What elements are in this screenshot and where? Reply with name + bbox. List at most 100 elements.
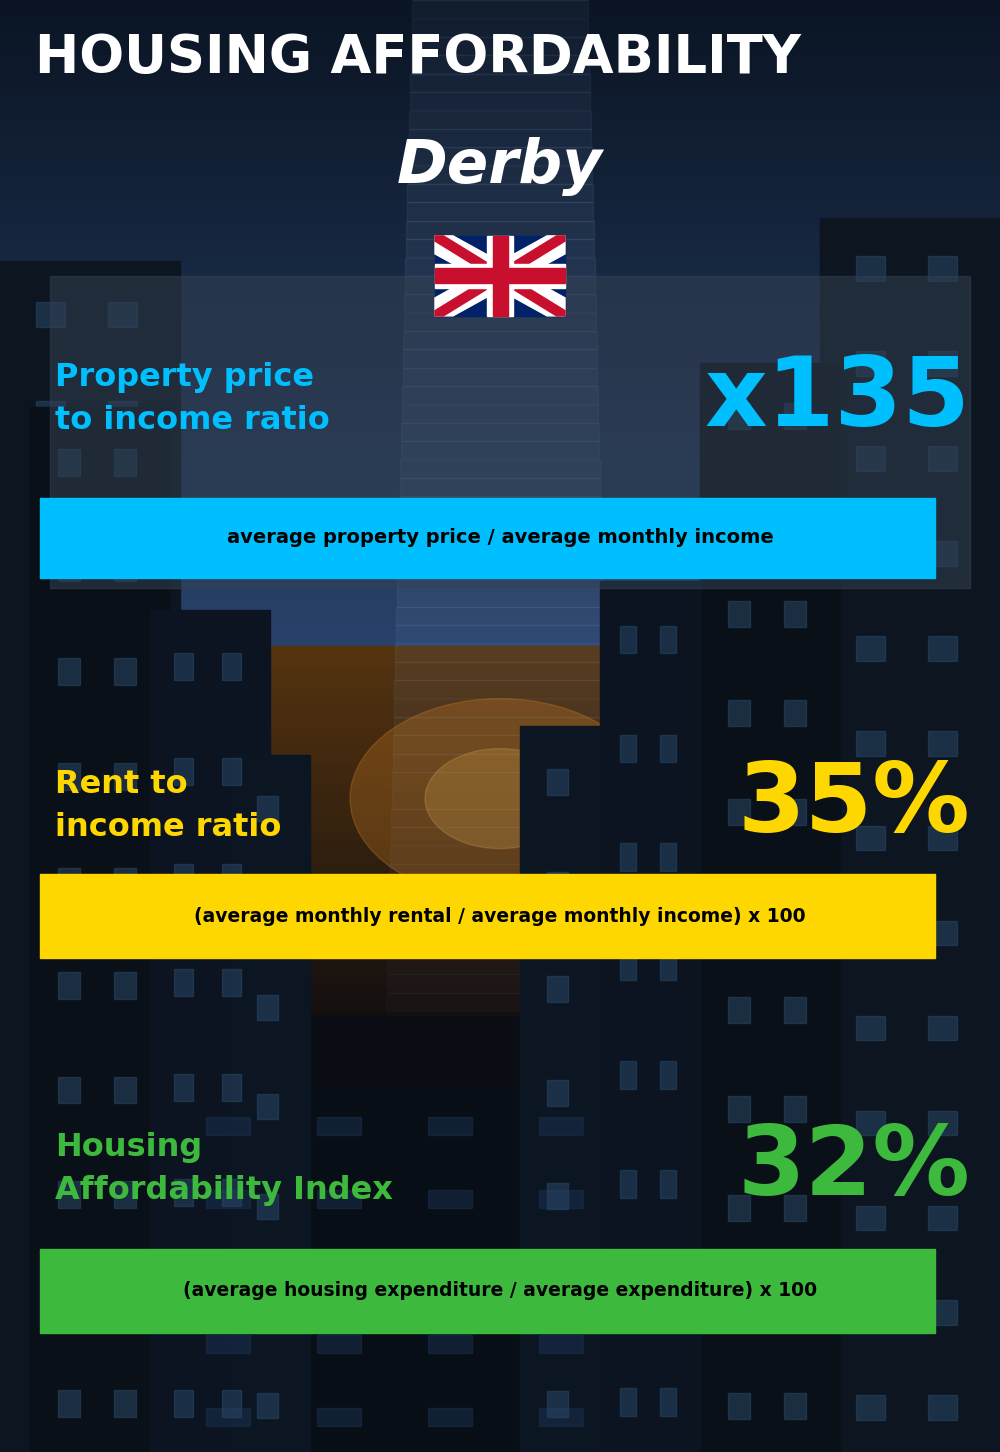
Bar: [660, 1388, 676, 1416]
Bar: [0, 633, 1000, 640]
Bar: [174, 968, 193, 996]
Bar: [108, 897, 137, 922]
Text: 32%: 32%: [737, 1122, 970, 1215]
Bar: [0, 383, 1000, 389]
Bar: [856, 1205, 885, 1230]
Bar: [412, 0, 588, 19]
Bar: [0, 456, 1000, 462]
Bar: [0, 581, 1000, 588]
Bar: [0, 428, 1000, 436]
Bar: [108, 996, 137, 1022]
Bar: [40, 498, 935, 578]
Bar: [393, 735, 607, 754]
Bar: [222, 758, 241, 786]
Bar: [428, 1191, 472, 1208]
Bar: [0, 534, 1000, 542]
Bar: [58, 1390, 80, 1417]
Bar: [928, 1395, 957, 1420]
Bar: [0, 261, 180, 1452]
Bar: [0, 138, 1000, 145]
Bar: [0, 713, 1000, 720]
Bar: [36, 499, 65, 526]
Bar: [856, 826, 885, 851]
Bar: [317, 1118, 361, 1135]
Bar: [108, 1294, 137, 1320]
Bar: [257, 1294, 278, 1318]
Bar: [728, 899, 750, 923]
Bar: [398, 552, 602, 569]
Bar: [428, 1408, 472, 1426]
Bar: [36, 1392, 65, 1419]
Bar: [0, 861, 1000, 868]
Bar: [0, 152, 1000, 158]
Polygon shape: [435, 235, 565, 317]
Bar: [0, 184, 1000, 192]
Bar: [0, 668, 1000, 675]
Bar: [520, 726, 600, 1452]
Bar: [928, 446, 957, 470]
Bar: [393, 754, 607, 772]
Bar: [396, 626, 604, 643]
Bar: [396, 607, 604, 624]
Polygon shape: [435, 235, 565, 317]
Bar: [36, 897, 65, 922]
Bar: [392, 790, 608, 809]
Bar: [928, 1205, 957, 1230]
Bar: [222, 1179, 241, 1207]
Bar: [230, 755, 310, 1452]
Bar: [0, 277, 1000, 283]
Bar: [108, 302, 137, 327]
Bar: [0, 205, 1000, 211]
Bar: [435, 269, 565, 283]
Bar: [700, 363, 840, 1452]
Bar: [660, 1061, 676, 1089]
Bar: [0, 488, 1000, 495]
Bar: [411, 55, 589, 74]
Bar: [411, 36, 589, 55]
Bar: [410, 91, 590, 110]
Bar: [0, 720, 1000, 727]
Text: HOUSING AFFORDABILITY: HOUSING AFFORDABILITY: [35, 32, 801, 84]
Bar: [0, 73, 1000, 80]
Bar: [405, 276, 595, 295]
Bar: [406, 240, 594, 257]
Bar: [0, 469, 1000, 475]
Bar: [40, 874, 935, 958]
Bar: [660, 626, 676, 653]
Bar: [206, 1336, 250, 1353]
Bar: [317, 1336, 361, 1353]
Bar: [620, 844, 636, 871]
Bar: [0, 264, 1000, 270]
Bar: [0, 251, 1000, 257]
Bar: [391, 828, 609, 845]
Bar: [0, 1009, 1000, 1016]
Bar: [0, 772, 1000, 780]
Bar: [389, 900, 611, 919]
Bar: [928, 256, 957, 280]
Bar: [0, 475, 1000, 482]
Bar: [58, 553, 80, 581]
Bar: [0, 627, 1000, 633]
Bar: [660, 1279, 676, 1307]
Text: Rent to
income ratio: Rent to income ratio: [55, 770, 281, 842]
Bar: [0, 13, 1000, 20]
Bar: [856, 542, 885, 566]
Bar: [660, 953, 676, 980]
Bar: [0, 921, 1000, 928]
Bar: [114, 1285, 136, 1313]
Bar: [0, 614, 1000, 620]
Polygon shape: [435, 235, 565, 317]
Bar: [0, 443, 1000, 449]
Bar: [0, 238, 1000, 244]
Bar: [728, 799, 750, 825]
Bar: [0, 809, 1000, 816]
Bar: [0, 698, 1000, 706]
Bar: [0, 46, 1000, 52]
Bar: [492, 235, 508, 317]
Bar: [728, 1195, 750, 1221]
Bar: [0, 847, 1000, 854]
Bar: [0, 39, 1000, 46]
Bar: [0, 594, 1000, 601]
Bar: [406, 221, 594, 240]
Bar: [0, 868, 1000, 876]
